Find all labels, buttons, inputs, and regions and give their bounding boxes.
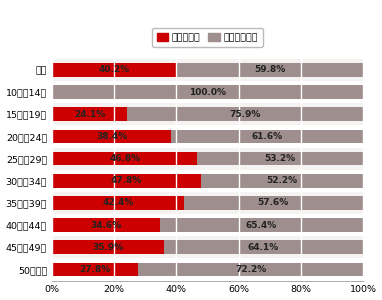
Text: 27.8%: 27.8% (79, 265, 111, 274)
Bar (184, 196, 363, 210)
Bar (52, 85, 363, 99)
Text: 65.4%: 65.4% (246, 220, 277, 230)
Bar (52, 262, 138, 276)
Bar (201, 174, 363, 188)
Bar (177, 63, 363, 77)
Bar (52, 236, 363, 258)
Bar (52, 218, 160, 232)
Bar (163, 240, 363, 254)
Text: 35.9%: 35.9% (92, 243, 123, 252)
Text: 42.4%: 42.4% (102, 199, 134, 208)
Bar (52, 174, 201, 188)
Text: 72.2%: 72.2% (235, 265, 266, 274)
Text: 46.8%: 46.8% (109, 154, 140, 163)
Bar (52, 63, 177, 77)
Bar (127, 107, 363, 121)
Legend: 持っている, 持っていない: 持っている, 持っていない (152, 28, 263, 47)
Bar (52, 125, 363, 148)
Text: 40.2%: 40.2% (99, 65, 130, 74)
Text: 52.2%: 52.2% (266, 176, 297, 185)
Bar (197, 152, 363, 166)
Text: 53.2%: 53.2% (265, 154, 296, 163)
Bar (138, 262, 363, 276)
Text: 61.6%: 61.6% (252, 132, 283, 141)
Text: 100.0%: 100.0% (189, 88, 226, 97)
Bar (52, 170, 363, 192)
Bar (52, 130, 172, 143)
Bar (52, 107, 127, 121)
Bar (52, 214, 363, 236)
Bar (52, 103, 363, 125)
Bar (160, 218, 363, 232)
Bar (52, 59, 363, 81)
Bar (52, 148, 363, 170)
Bar (52, 152, 197, 166)
Bar (52, 192, 363, 214)
Bar (52, 196, 184, 210)
Bar (52, 258, 363, 281)
Text: 38.4%: 38.4% (96, 132, 127, 141)
Text: 75.9%: 75.9% (229, 110, 261, 119)
Bar (172, 130, 363, 143)
Bar (52, 240, 163, 254)
Text: 64.1%: 64.1% (248, 243, 279, 252)
Text: 59.8%: 59.8% (254, 65, 286, 74)
Text: 47.8%: 47.8% (110, 176, 142, 185)
Text: 34.6%: 34.6% (90, 220, 121, 230)
Bar (52, 81, 363, 103)
Text: 24.1%: 24.1% (74, 110, 105, 119)
Text: 57.6%: 57.6% (258, 199, 289, 208)
